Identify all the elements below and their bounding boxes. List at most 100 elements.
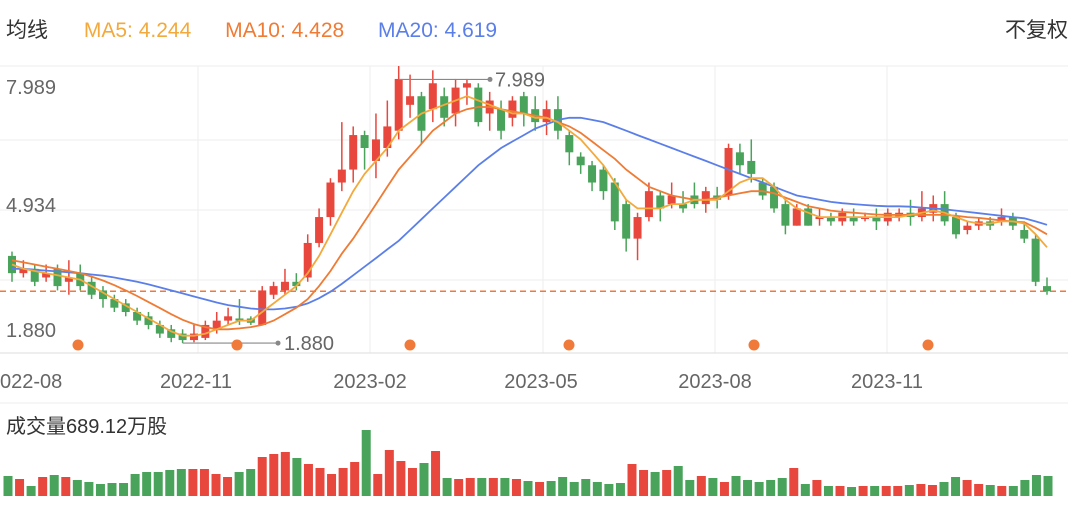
volume-bar bbox=[153, 472, 163, 496]
volume-bar bbox=[1043, 476, 1053, 496]
candle-body bbox=[144, 316, 153, 325]
volume-bar bbox=[673, 466, 683, 496]
ma-legend-label: 均线 bbox=[6, 19, 48, 42]
volume-bar bbox=[777, 478, 787, 496]
candle-body bbox=[462, 83, 471, 88]
volume-bar bbox=[1020, 480, 1030, 496]
volume-bar bbox=[858, 486, 868, 496]
volume-bar bbox=[61, 477, 71, 496]
candle-body bbox=[588, 165, 597, 183]
candle-body bbox=[133, 312, 142, 321]
y-tick-label: 4.934 bbox=[6, 195, 56, 217]
volume-bar bbox=[696, 476, 706, 496]
candle-body bbox=[53, 268, 62, 287]
candle-body bbox=[804, 208, 813, 226]
volume-bar bbox=[384, 450, 394, 496]
volume-bar bbox=[176, 469, 186, 496]
volume-bar bbox=[142, 472, 152, 496]
volume-title: 成交量689.12万股 bbox=[6, 416, 168, 438]
volume-bar bbox=[662, 470, 672, 496]
volume-bar bbox=[488, 478, 498, 496]
volume-bar bbox=[431, 451, 441, 496]
candle-body bbox=[599, 169, 608, 192]
ma20-line bbox=[12, 116, 1048, 311]
volume-bar bbox=[650, 472, 660, 496]
candle-body bbox=[826, 217, 835, 222]
volume-bar bbox=[442, 478, 452, 496]
volume-bar bbox=[546, 481, 556, 496]
ma5-value: MA5: 4.244 bbox=[83, 19, 192, 42]
candle-body bbox=[656, 195, 665, 209]
volume-bar bbox=[396, 461, 406, 496]
volume-bar bbox=[985, 485, 995, 496]
ma-legend: 均线 MA5: 4.244 MA10: 4.428 MA20: 4.619 bbox=[6, 14, 525, 44]
volume-bar bbox=[95, 484, 105, 496]
candle-body bbox=[815, 217, 824, 220]
x-tick-label: 2023-11 bbox=[851, 371, 923, 393]
x-tick-label: 2023-05 bbox=[504, 371, 577, 393]
candle-body bbox=[622, 204, 631, 239]
candle-body bbox=[1020, 230, 1029, 239]
volume-bar bbox=[419, 463, 429, 496]
candle-body bbox=[565, 135, 574, 153]
ma20-value: MA20: 4.619 bbox=[378, 19, 498, 42]
candle-body bbox=[178, 333, 187, 341]
candle-body bbox=[360, 135, 369, 148]
volume-bar bbox=[974, 484, 984, 496]
candle-body bbox=[201, 324, 210, 338]
volume-bar bbox=[743, 480, 753, 496]
candle-body bbox=[19, 268, 28, 274]
candle-body bbox=[644, 191, 653, 218]
volume-bar bbox=[269, 454, 279, 496]
candle-body bbox=[997, 217, 1006, 222]
candle-body bbox=[326, 182, 335, 218]
volume-bar bbox=[535, 482, 545, 496]
adjustment-toggle[interactable]: 不复权 bbox=[1005, 19, 1068, 42]
volume-bar bbox=[338, 468, 348, 496]
candle-body bbox=[87, 281, 96, 295]
volume-bar bbox=[454, 479, 464, 496]
candle-body bbox=[861, 217, 870, 220]
volume-bar bbox=[997, 486, 1007, 496]
ma10-line bbox=[11, 106, 1048, 331]
candle-body bbox=[849, 217, 858, 222]
volume-bar bbox=[292, 458, 302, 496]
candle-body bbox=[508, 100, 517, 118]
candle-body bbox=[781, 204, 790, 226]
volume-bar bbox=[84, 482, 94, 496]
candle-body bbox=[155, 324, 164, 334]
candle-body bbox=[98, 290, 107, 300]
candle-body bbox=[292, 281, 301, 287]
volume-bar bbox=[211, 474, 221, 496]
candle-body bbox=[110, 299, 119, 308]
candle-body bbox=[542, 109, 551, 123]
volume-bar bbox=[812, 480, 822, 496]
volume-bar bbox=[107, 483, 117, 496]
candle-body bbox=[337, 169, 346, 183]
volume-bar bbox=[1031, 475, 1041, 496]
candle-body bbox=[440, 96, 449, 118]
volume-bar bbox=[569, 482, 579, 496]
volume-bar bbox=[361, 430, 371, 496]
candle-body bbox=[792, 208, 801, 226]
candle-body bbox=[269, 286, 278, 295]
x-tick-label: 2023-02 bbox=[333, 371, 406, 393]
candle-body bbox=[952, 217, 961, 235]
volume-bar bbox=[893, 486, 903, 496]
volume-bar bbox=[199, 469, 209, 496]
candle-body bbox=[701, 191, 710, 205]
volume-bar bbox=[465, 478, 475, 496]
candle-body bbox=[30, 268, 39, 282]
volume-bar bbox=[188, 469, 198, 496]
candle-body bbox=[1043, 286, 1051, 292]
candle-body bbox=[224, 316, 233, 321]
volume-bar bbox=[604, 484, 614, 496]
candle-body bbox=[770, 186, 779, 209]
volume-bar bbox=[731, 476, 741, 496]
y-tick-label: 7.989 bbox=[6, 77, 56, 99]
x-tick-label: 2023-08 bbox=[678, 371, 751, 393]
volume-bar bbox=[766, 480, 776, 496]
volume-bar bbox=[407, 468, 417, 496]
volume-bar bbox=[939, 482, 949, 496]
volume-bar bbox=[130, 474, 140, 496]
